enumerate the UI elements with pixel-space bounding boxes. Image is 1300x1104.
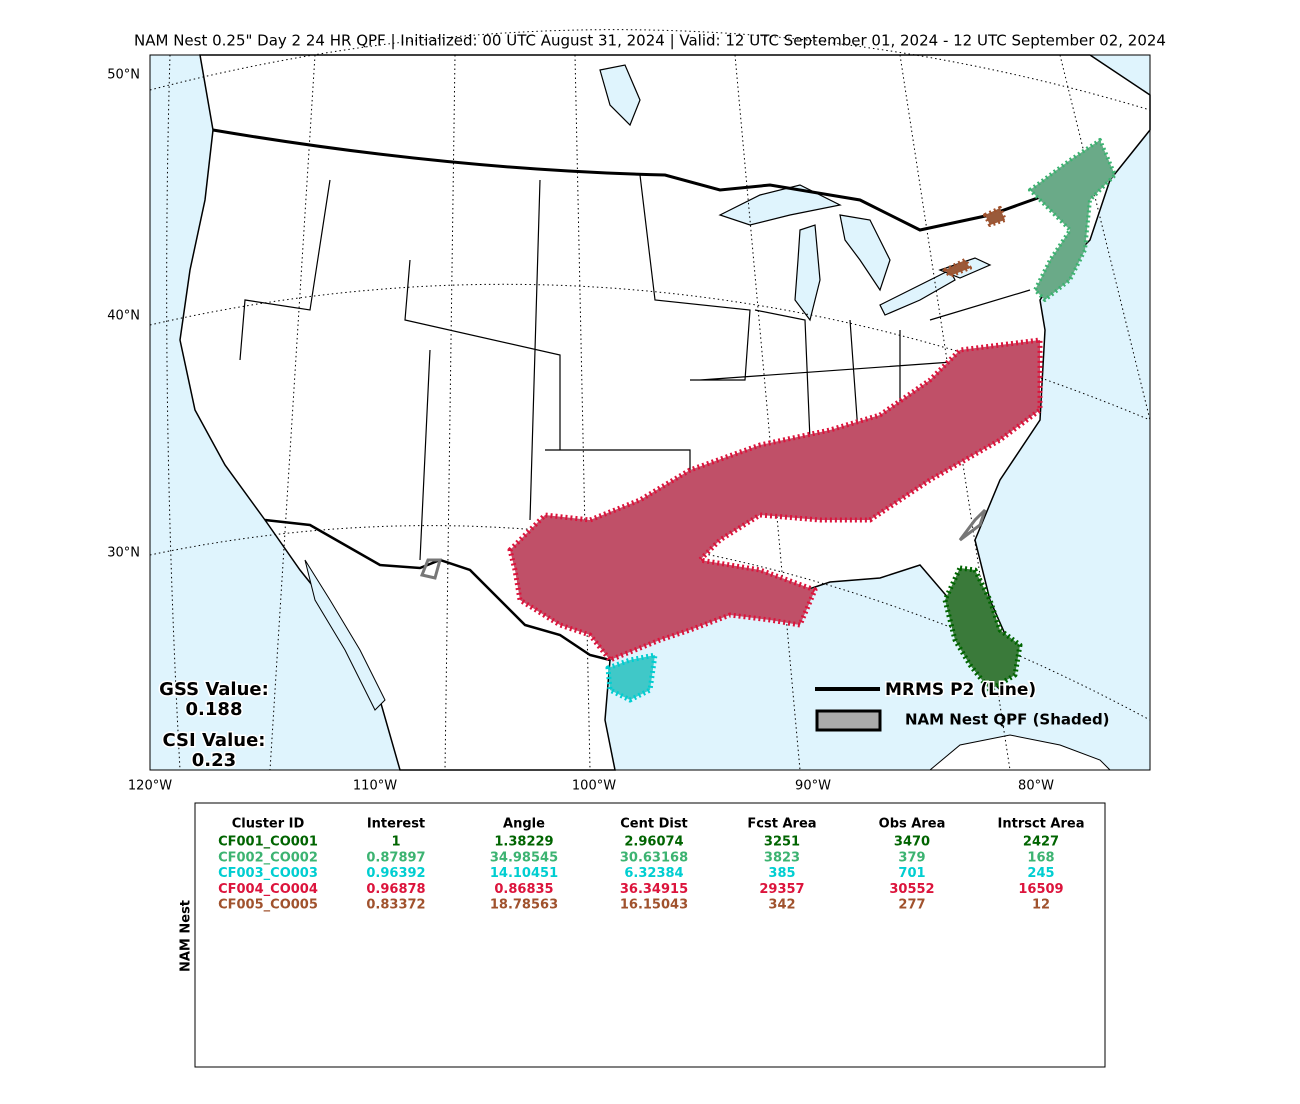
- cluster-4: [507, 337, 1043, 663]
- great-lakes: [599, 64, 992, 322]
- table-cell: 6.32384: [624, 866, 683, 881]
- cluster-3: [605, 652, 658, 703]
- table-cell: 0.83372: [366, 898, 425, 913]
- borders: [212, 128, 1061, 662]
- table-cell: 701: [898, 866, 925, 881]
- table-header: Obs Area: [879, 817, 946, 832]
- csi-value: 0.23: [192, 750, 236, 771]
- table-cell: 1.38229: [494, 835, 553, 850]
- table-header: Intrsct Area: [998, 817, 1085, 832]
- table-cell: CF003_CO003: [218, 866, 318, 881]
- table-cell: 342: [768, 898, 795, 913]
- lat-labels: 50°N 40°N 30°N: [107, 68, 140, 561]
- table-cell: 245: [1027, 866, 1054, 881]
- table-header: Interest: [367, 817, 425, 832]
- table-cell: 18.78563: [490, 898, 558, 913]
- lat-label: 30°N: [107, 546, 140, 561]
- table-cell: 2427: [1023, 835, 1059, 850]
- table-header: Cluster ID: [232, 817, 305, 832]
- table-cell: 2.96074: [624, 835, 683, 850]
- cluster-5: [943, 206, 1007, 278]
- table-cell: 36.34915: [620, 882, 688, 897]
- legend: MRMS P2 (Line) NAM Nest QPF (Shaded): [815, 679, 1110, 732]
- gss-value: 0.188: [186, 699, 243, 720]
- lon-label: 120°W: [128, 779, 172, 794]
- gulf-of-california: [304, 559, 386, 711]
- table-frame: [194, 802, 1106, 1068]
- table-header: Angle: [503, 817, 545, 832]
- lat-label: 40°N: [107, 309, 140, 324]
- table-cell: 16.15043: [620, 898, 688, 913]
- legend-line-label: MRMS P2 (Line): [885, 680, 1036, 700]
- table: Cluster ID Interest Angle Cent Dist Fcst Are…: [218, 817, 1084, 913]
- lon-labels: 120°W 110°W 100°W 90°W 80°W: [128, 779, 1054, 794]
- table-cell: 14.10451: [490, 866, 558, 881]
- table-cell: CF001_CO001: [218, 835, 318, 850]
- lon-label: 110°W: [353, 779, 397, 794]
- lat-label: 50°N: [107, 68, 140, 83]
- table-cell: 16509: [1018, 882, 1063, 897]
- table-cell: 0.87897: [366, 850, 425, 865]
- gss-label: GSS Value:: [159, 679, 269, 700]
- cluster-1: [942, 565, 1023, 693]
- legend-shaded-label: NAM Nest QPF (Shaded): [905, 711, 1110, 729]
- table-cell: 0.96392: [366, 866, 425, 881]
- table-cell: 379: [898, 850, 925, 865]
- table-cell: 34.98545: [490, 850, 558, 865]
- table-cell: 3251: [764, 835, 800, 850]
- table-cell: 1: [391, 835, 400, 850]
- table-side-label: NAM Nest: [179, 900, 194, 972]
- qpf-clusters: [507, 138, 1117, 703]
- table-cell: 3470: [894, 835, 930, 850]
- table-cell: 0.96878: [366, 882, 425, 897]
- table-cell: 277: [898, 898, 925, 913]
- csi-label: CSI Value:: [163, 730, 266, 751]
- table-cell: 3823: [764, 850, 800, 865]
- table-cell: 30.63168: [620, 850, 688, 865]
- table-cell: 29357: [759, 882, 804, 897]
- table-cell: CF005_CO005: [218, 898, 318, 913]
- table-cell: CF002_CO002: [218, 850, 318, 865]
- table-cell: CF004_CO004: [218, 882, 318, 897]
- lon-label: 100°W: [572, 779, 616, 794]
- mrms-line-sample: [419, 508, 987, 580]
- map-frame: [149, 54, 1151, 771]
- lon-label: 90°W: [795, 779, 831, 794]
- scores: GSS Value: 0.188 CSI Value: 0.23: [158, 678, 271, 773]
- table-header: Cent Dist: [620, 817, 688, 832]
- table-cell: 12: [1032, 898, 1050, 913]
- table-header: Fcst Area: [747, 817, 816, 832]
- table-cell: 0.86835: [494, 882, 553, 897]
- map: 50°N 40°N 30°N 120°W 110°W 100°W 90°W 80…: [107, 29, 1151, 794]
- cluster-2: [1028, 138, 1117, 302]
- legend-swatch: [815, 709, 882, 732]
- table-cell: 385: [768, 866, 795, 881]
- lon-label: 80°W: [1018, 779, 1054, 794]
- table-cell: 168: [1027, 850, 1054, 865]
- title: NAM Nest 0.25" Day 2 24 HR QPF | Initial…: [134, 32, 1166, 50]
- table-cell: 30552: [889, 882, 934, 897]
